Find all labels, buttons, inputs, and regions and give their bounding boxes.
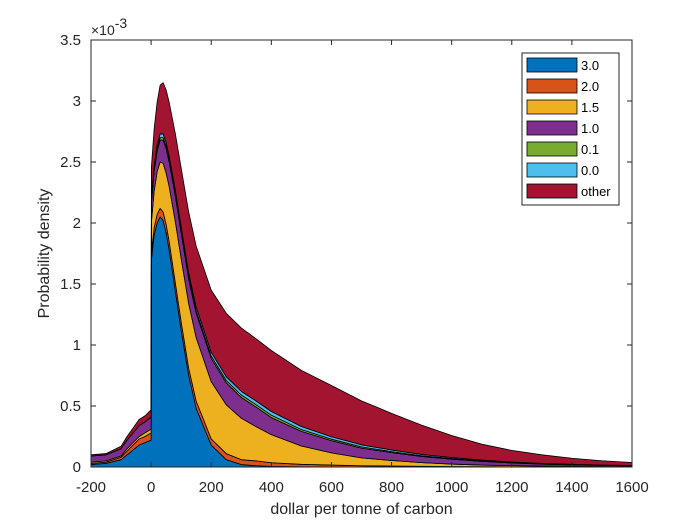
legend-label: 3.0 — [581, 58, 599, 73]
legend-swatch — [526, 57, 578, 73]
y-tick-label: 0 — [73, 459, 81, 476]
x-tick-label: 1400 — [555, 479, 588, 496]
y-tick-label: 2 — [73, 215, 81, 232]
y-exponent-power: -3 — [115, 15, 128, 31]
x-tick-label: 0 — [147, 479, 155, 496]
y-tick-label: 1.5 — [60, 276, 81, 293]
y-axis-exponent: ×10-3 — [91, 15, 127, 38]
plot-box — [90, 39, 633, 468]
y-tick-label: 3.5 — [60, 32, 81, 49]
legend-swatch — [526, 120, 578, 136]
legend-swatch — [526, 78, 578, 94]
legend-label: 1.5 — [581, 100, 599, 115]
x-tick-label: 800 — [379, 479, 404, 496]
legend-swatch — [526, 162, 578, 178]
legend-swatch — [526, 141, 578, 157]
legend-label: 2.0 — [581, 79, 599, 94]
legend-label: 1.0 — [581, 121, 599, 136]
x-tick-label: -200 — [76, 479, 106, 496]
legend-label: 0.1 — [581, 142, 599, 157]
x-tick-label: 1600 — [615, 479, 648, 496]
y-tick-label: 0.5 — [60, 398, 81, 415]
legend-swatch — [526, 183, 578, 199]
x-tick-label: 200 — [199, 479, 224, 496]
y-axis-ticks: 0 0.5 1 1.5 2 2.5 3 3.5 — [60, 32, 632, 476]
y-tick-label: 2.5 — [60, 154, 81, 171]
x-axis-label: dollar per tonne of carbon — [270, 501, 452, 518]
legend: 3.0 2.0 1.5 1.0 0.1 0.0 other — [521, 52, 620, 206]
x-tick-label: 1200 — [495, 479, 528, 496]
x-axis-ticks: -200 0 200 400 600 800 1000 1200 1400 1600 — [76, 40, 649, 496]
y-tick-label: 3 — [73, 93, 81, 110]
y-exponent-base: ×10 — [91, 22, 115, 38]
y-tick-label: 1 — [73, 337, 81, 354]
legend-swatch — [526, 99, 578, 115]
legend-label: other — [581, 184, 611, 199]
x-tick-label: 1000 — [435, 479, 468, 496]
x-tick-label: 400 — [259, 479, 284, 496]
y-axis-label: Probability density — [36, 189, 53, 319]
x-tick-label: 600 — [319, 479, 344, 496]
legend-label: 0.0 — [581, 163, 599, 178]
